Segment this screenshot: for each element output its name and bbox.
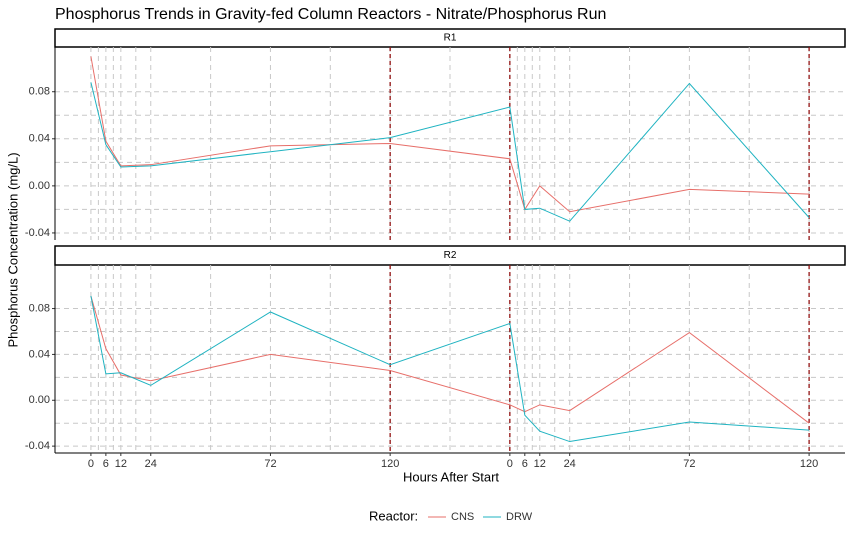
x-tick-label: 72: [264, 458, 276, 470]
legend-label: CNS: [451, 511, 474, 523]
x-tick-label: 12: [115, 458, 127, 470]
x-tick-label: 24: [145, 458, 157, 470]
line-series: [90, 295, 810, 443]
x-tick-label: 0: [88, 458, 94, 470]
legend-label: DRW: [506, 511, 533, 523]
x-tick-label: 72: [683, 458, 695, 470]
y-tick-label: 0.08: [29, 302, 50, 314]
strip-label: R1: [444, 33, 457, 44]
line-series: [90, 56, 810, 213]
x-tick-label: 24: [564, 458, 576, 470]
legend-title: Reactor:: [369, 508, 418, 523]
x-tick-label: 120: [381, 458, 399, 470]
strip-label: R2: [444, 250, 457, 261]
chart-title: Phosphorus Trends in Gravity-fed Column …: [55, 6, 606, 23]
x-axis-title: Hours After Start: [403, 469, 499, 484]
y-tick-label: 0.00: [29, 180, 50, 192]
y-tick-label: 0.04: [29, 348, 50, 360]
line-series: [90, 295, 810, 424]
x-tick-label: 6: [103, 458, 109, 470]
y-tick-label: -0.04: [25, 440, 50, 452]
y-tick-label: 0.04: [29, 133, 50, 145]
y-tick-label: 0.00: [29, 394, 50, 406]
y-axis-title: Phosphorus Concentration (mg/L): [5, 152, 20, 347]
x-tick-label: 12: [534, 458, 546, 470]
line-series: [90, 82, 810, 222]
x-tick-label: 6: [522, 458, 528, 470]
x-tick-label: 120: [800, 458, 818, 470]
x-tick-label: 0: [507, 458, 513, 470]
y-tick-label: 0.08: [29, 86, 50, 98]
y-tick-label: -0.04: [25, 227, 50, 239]
